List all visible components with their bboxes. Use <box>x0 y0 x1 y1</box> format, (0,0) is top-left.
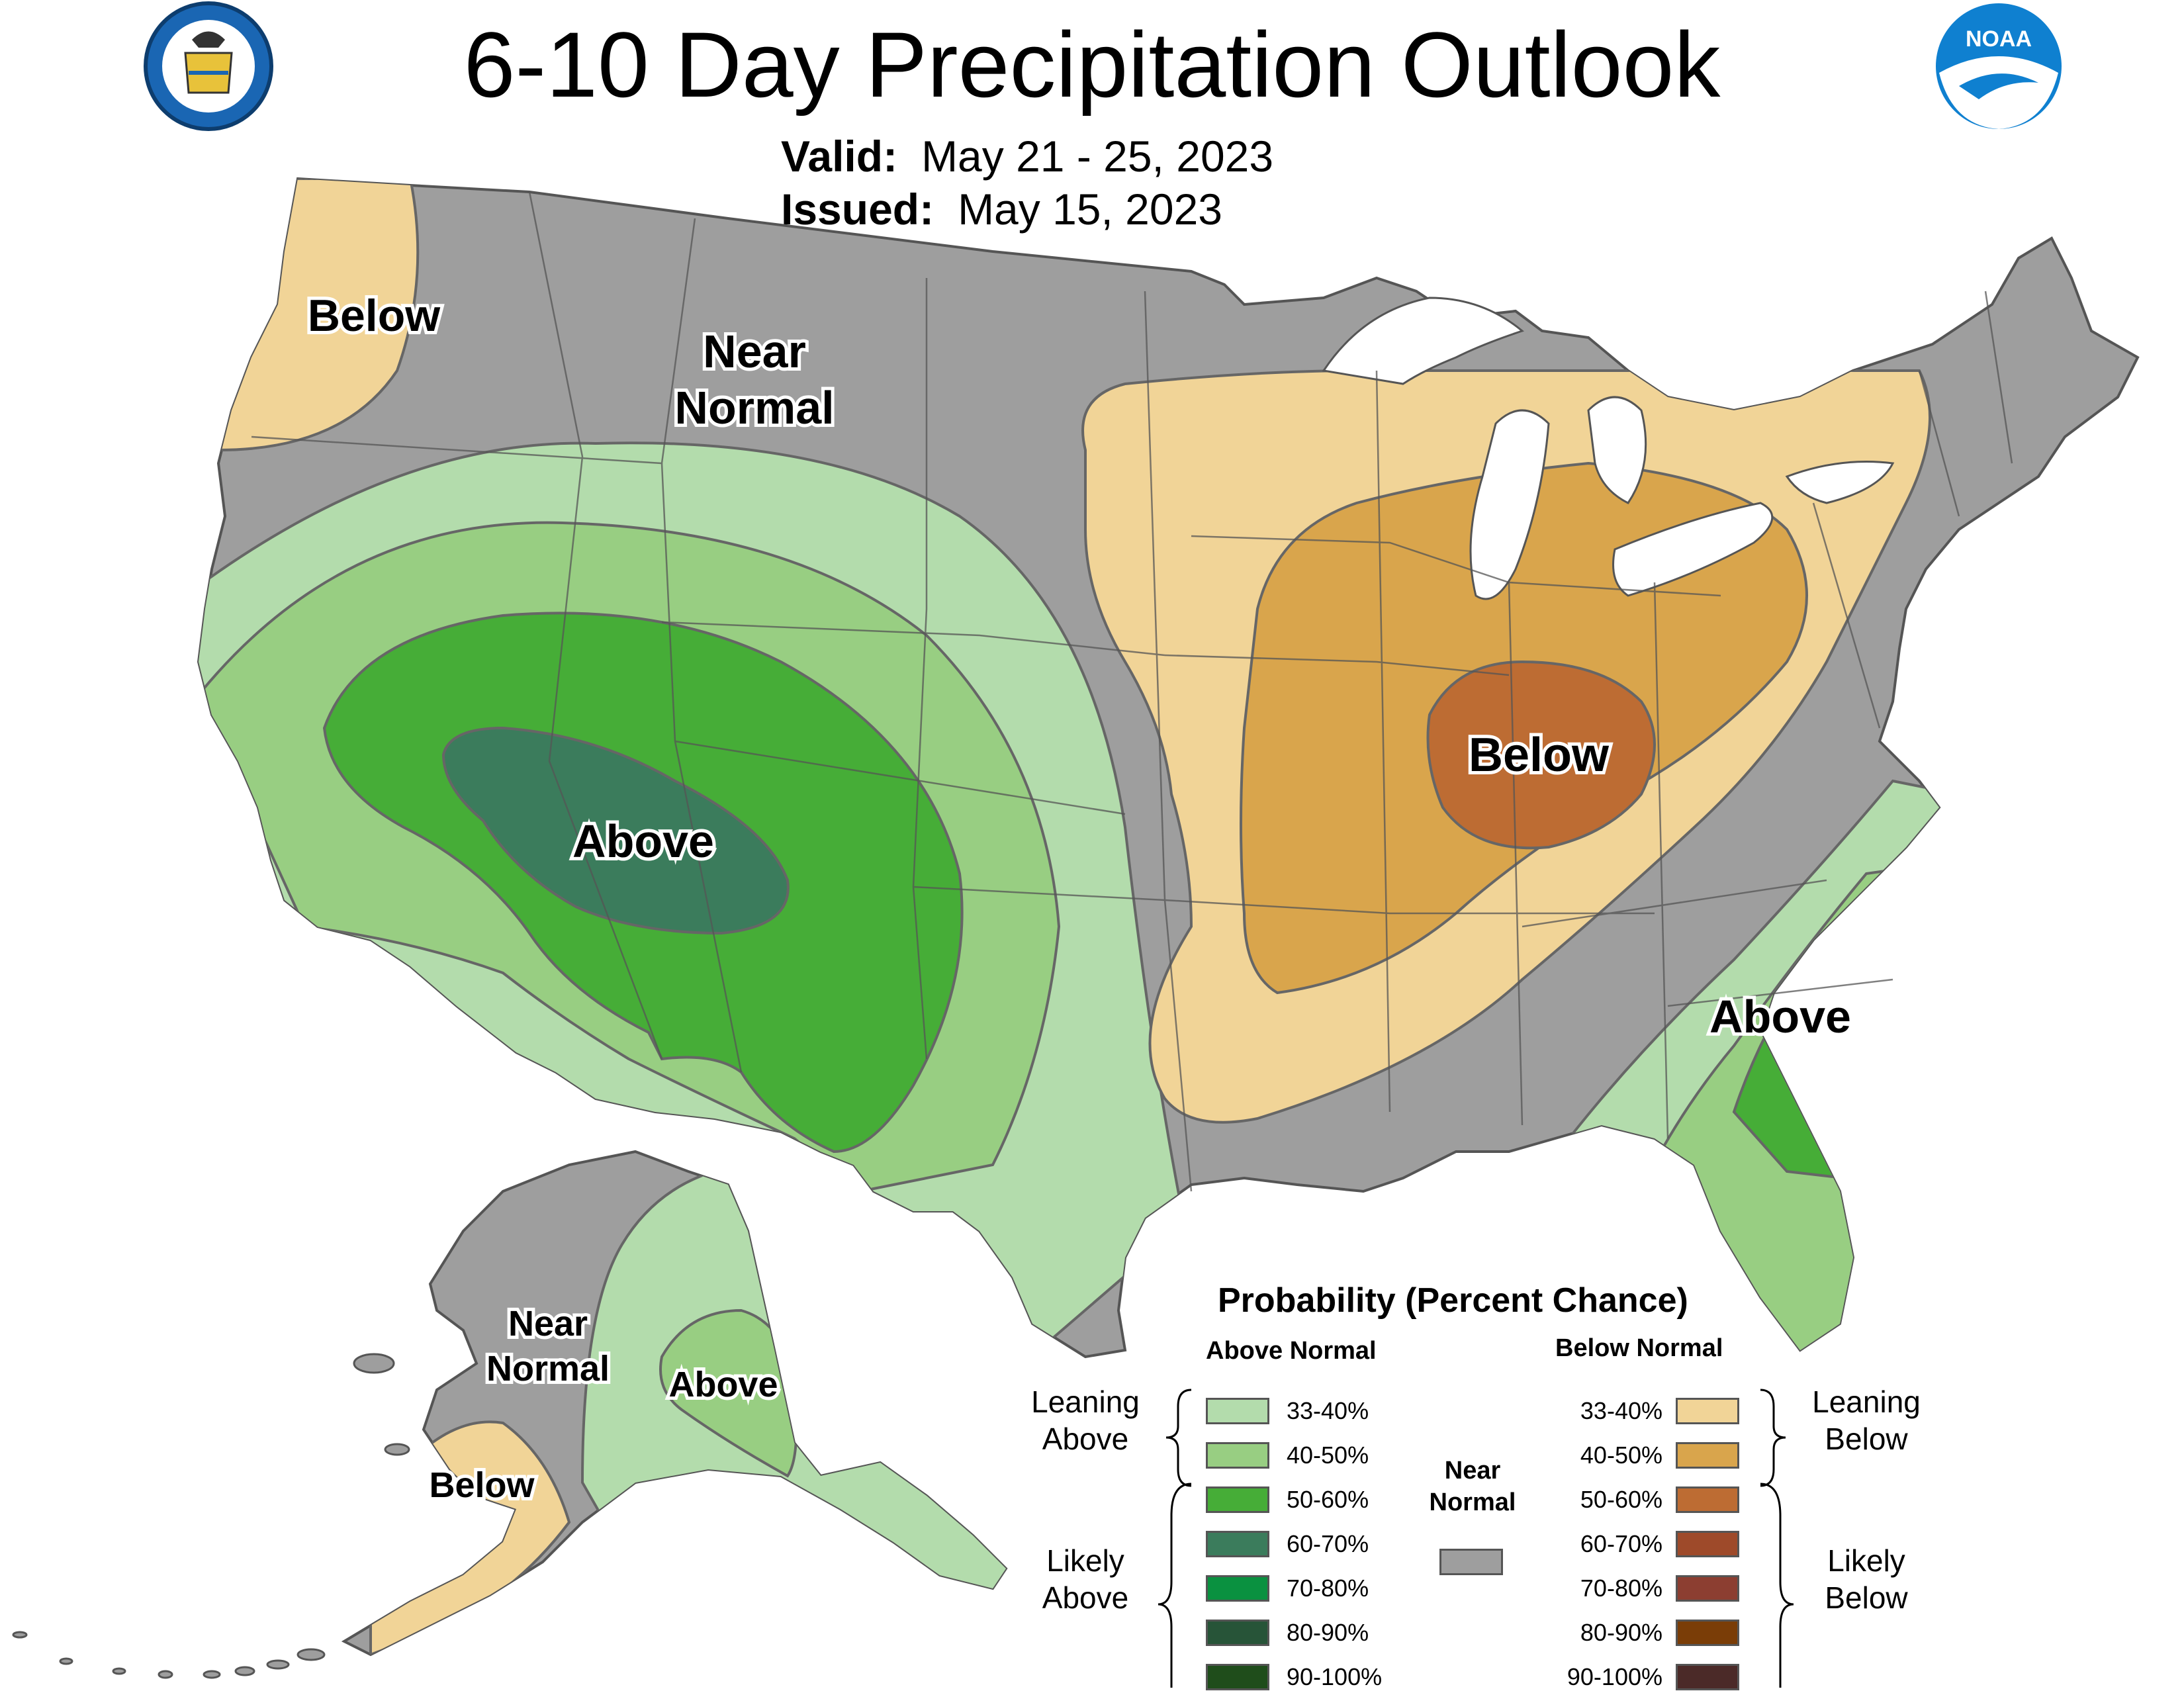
legend-above-swatch <box>1206 1575 1269 1602</box>
label-above-southeast: Above <box>1709 991 1851 1042</box>
alaska-outlook <box>12 1150 1008 1679</box>
state-boundaries <box>251 191 2013 1192</box>
legend-above-label: 33-40% <box>1287 1397 1369 1424</box>
legend-leaning-below: Leaning Below <box>1787 1383 1946 1457</box>
legend-below-swatch <box>1676 1442 1739 1469</box>
legend-below-swatch <box>1676 1620 1739 1646</box>
legend-above-label: 60-70% <box>1287 1530 1369 1557</box>
legend-above-swatch <box>1206 1664 1269 1690</box>
aleutian-islands <box>12 1353 410 1679</box>
likely-above-line1: Likely <box>1046 1543 1124 1578</box>
near-normal-line2: Normal <box>1429 1488 1516 1516</box>
leaning-above-line2: Above <box>1042 1422 1129 1456</box>
legend-above-label: 70-80% <box>1287 1575 1369 1602</box>
legend-above-swatch <box>1206 1531 1269 1557</box>
legend-above-label: 50-60% <box>1287 1486 1369 1513</box>
conus-outlook <box>197 177 2140 1359</box>
legend-above-label: 90-100% <box>1287 1663 1383 1690</box>
legend-near-normal-label: Near Normal <box>1406 1455 1539 1518</box>
legend-below-label: 70-80% <box>1580 1575 1662 1602</box>
legend-above-label: 40-50% <box>1287 1441 1369 1469</box>
legend-title: Probability (Percent Chance) <box>1218 1281 1688 1320</box>
near-normal-line1: Near <box>1444 1457 1501 1485</box>
legend-above-swatch <box>1206 1486 1269 1513</box>
valid-label: Valid: <box>781 132 898 181</box>
legend-below-label: 50-60% <box>1580 1486 1662 1513</box>
label-near-normal-line1: Near <box>703 326 806 377</box>
legend-likely-above: Likely Above <box>1006 1542 1165 1616</box>
likely-below-line2: Below <box>1825 1580 1908 1615</box>
department-of-commerce-seal-icon <box>144 1 273 131</box>
legend-above-label: 80-90% <box>1287 1619 1369 1646</box>
region-below-50-60-ohio-valley <box>1426 660 1656 850</box>
leaning-below-line1: Leaning <box>1812 1385 1921 1419</box>
legend-below-swatch <box>1676 1664 1739 1690</box>
label-ak-above: Above <box>668 1365 778 1404</box>
label-below-ohio-valley: Below <box>1469 729 1610 782</box>
legend-braces <box>1158 1389 1794 1688</box>
legend-near-normal-swatch <box>1439 1549 1503 1575</box>
label-near-normal-line2: Normal <box>674 382 834 434</box>
legend-below-swatch <box>1676 1531 1739 1557</box>
legend-above-swatch <box>1206 1620 1269 1646</box>
label-ak-near-line2: Normal <box>486 1349 610 1389</box>
page-title: 6-10 Day Precipitation Outlook <box>463 13 1721 116</box>
issued-date: May 15, 2023 <box>958 185 1223 234</box>
noaa-logo-icon: NOAA <box>1936 3 2062 129</box>
legend-below-swatch <box>1676 1575 1739 1602</box>
legend-below-header: Below Normal <box>1555 1334 1723 1362</box>
likely-below-line1: Likely <box>1827 1543 1905 1578</box>
label-below-northwest: Below <box>308 291 441 341</box>
legend-below-swatch <box>1676 1486 1739 1513</box>
legend-above-header: Above Normal <box>1206 1337 1377 1365</box>
legend-below-label: 40-50% <box>1580 1441 1662 1469</box>
legend-above-swatch <box>1206 1442 1269 1469</box>
label-ak-below: Below <box>429 1465 535 1505</box>
label-ak-near-line1: Near <box>508 1304 588 1344</box>
legend-leaning-above: Leaning Above <box>1006 1383 1165 1457</box>
legend-below-label: 33-40% <box>1580 1397 1662 1424</box>
valid-dates: May 21 - 25, 2023 <box>921 132 1274 181</box>
noaa-logo-text: NOAA <box>1966 26 2032 52</box>
label-above-southwest: Above <box>572 815 714 867</box>
legend-below-label: 80-90% <box>1580 1619 1662 1646</box>
leaning-below-line2: Below <box>1825 1422 1908 1456</box>
region-above-60-70-southwest <box>441 726 790 935</box>
legend-likely-below: Likely Below <box>1787 1542 1946 1616</box>
legend-below-label: 60-70% <box>1580 1530 1662 1557</box>
legend-below-label: 90-100% <box>1567 1663 1662 1690</box>
great-lakes <box>1322 297 1895 600</box>
legend-above-swatch <box>1206 1398 1269 1424</box>
likely-above-line2: Above <box>1042 1580 1129 1615</box>
valid-dates-line: Valid: May 21 - 25, 2023 <box>781 131 1273 181</box>
issued-date-line: Issued: May 15, 2023 <box>781 184 1222 234</box>
leaning-above-line1: Leaning <box>1031 1385 1140 1419</box>
issued-label: Issued: <box>781 185 934 234</box>
legend-below-swatch <box>1676 1398 1739 1424</box>
